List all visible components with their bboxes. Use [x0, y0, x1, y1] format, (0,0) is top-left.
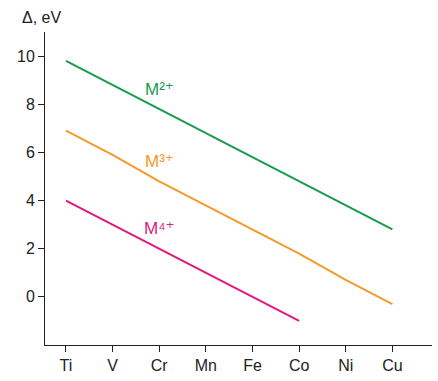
svg-text:V: V — [107, 357, 118, 374]
svg-text:2: 2 — [26, 240, 35, 257]
svg-text:4: 4 — [26, 192, 35, 209]
svg-text:Mn: Mn — [195, 357, 217, 374]
svg-text:0: 0 — [26, 288, 35, 305]
svg-text:Ti: Ti — [60, 357, 73, 374]
svg-text:Fe: Fe — [243, 357, 262, 374]
svg-text:Δ, eV: Δ, eV — [22, 9, 61, 26]
svg-text:Co: Co — [289, 357, 310, 374]
svg-text:8: 8 — [26, 96, 35, 113]
svg-text:M³⁺: M³⁺ — [145, 152, 174, 171]
svg-text:M²⁺: M²⁺ — [145, 80, 174, 99]
svg-text:Cu: Cu — [382, 357, 402, 374]
svg-text:Cr: Cr — [151, 357, 169, 374]
svg-text:Ni: Ni — [338, 357, 353, 374]
svg-text:M⁴⁺: M⁴⁺ — [144, 219, 174, 238]
svg-text:6: 6 — [26, 144, 35, 161]
svg-text:10: 10 — [17, 48, 35, 65]
